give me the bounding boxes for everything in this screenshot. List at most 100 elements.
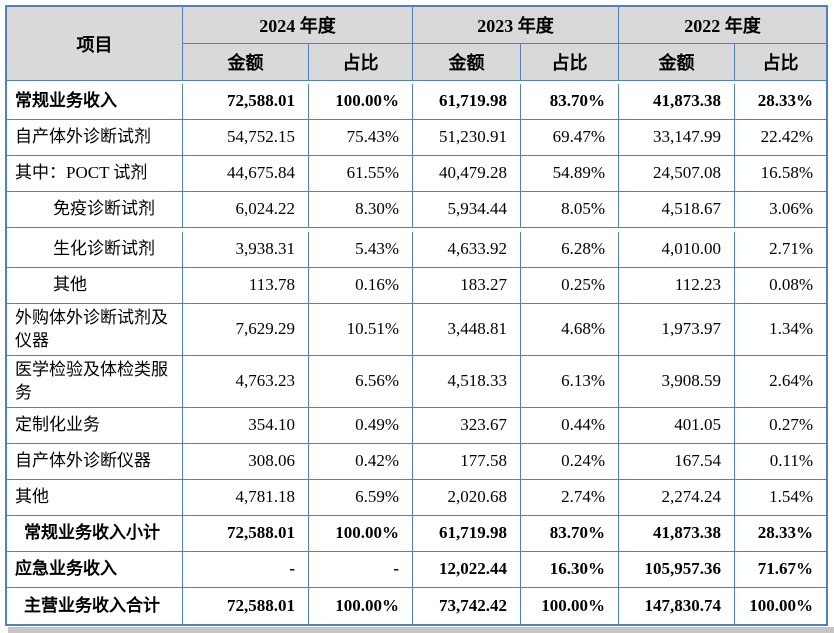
amount-cell-2024: 72,588.01 [183, 516, 309, 552]
amount-cell-2023: 4,518.33 [413, 356, 521, 408]
ratio-cell-2024: 0.42% [309, 444, 413, 480]
ratio-cell-2022: 1.54% [735, 480, 826, 516]
ratio-cell-2023: 6.13% [521, 356, 619, 408]
amount-cell-2024: 308.06 [183, 444, 309, 480]
ratio-cell-2024: 5.43% [309, 232, 413, 268]
table-row: 免疫诊断试剂 6,024.22 8.30% 5,934.44 8.05% 4,5… [7, 192, 826, 228]
ratio-cell-2022: 2.64% [735, 356, 826, 408]
amount-cell-2023: 73,742.42 [413, 588, 521, 624]
ratio-cell-2023: 83.70% [521, 84, 619, 120]
row-label-cell: 免疫诊断试剂 [7, 192, 183, 228]
amount-cell-2023: 3,448.81 [413, 304, 521, 356]
revenue-breakdown-table: 项目 2024 年度 2023 年度 2022 年度 金额 占比 金额 占比 金… [5, 5, 828, 626]
ratio-cell-2023: 2.74% [521, 480, 619, 516]
item-column-header: 项目 [7, 7, 183, 80]
ratio-cell-2022: 16.58% [735, 156, 826, 192]
ratio-cell-2024: 61.55% [309, 156, 413, 192]
ratio-cell-2022: 3.06% [735, 192, 826, 228]
amount-subheader-2022: 金额 [619, 44, 735, 80]
year-header-2023: 2023 年度 [413, 7, 619, 44]
ratio-cell-2024: 100.00% [309, 84, 413, 120]
page-break-gap [7, 228, 826, 232]
table-row: 其他 113.78 0.16% 183.27 0.25% 112.23 0.08… [7, 268, 826, 304]
amount-cell-2023: 40,479.28 [413, 156, 521, 192]
ratio-cell-2024: 6.59% [309, 480, 413, 516]
row-label-cell: 其中：POCT 试剂 [7, 156, 183, 192]
amount-cell-2022: 401.05 [619, 408, 735, 444]
ratio-cell-2023: 0.24% [521, 444, 619, 480]
ratio-cell-2024: 6.56% [309, 356, 413, 408]
table-row: 定制化业务 354.10 0.49% 323.67 0.44% 401.05 0… [7, 408, 826, 444]
row-label-cell: 其他 [7, 268, 183, 304]
amount-cell-2023: 5,934.44 [413, 192, 521, 228]
ratio-cell-2024: 100.00% [309, 516, 413, 552]
ratio-cell-2023: 16.30% [521, 552, 619, 588]
row-label-cell: 其他 [7, 480, 183, 516]
amount-cell-2022: 33,147.99 [619, 120, 735, 156]
table-row: 应急业务收入 - - 12,022.44 16.30% 105,957.36 7… [7, 552, 826, 588]
row-label-cell: 常规业务收入 [7, 84, 183, 120]
bottom-shadow [8, 627, 834, 633]
ratio-cell-2024: 75.43% [309, 120, 413, 156]
amount-cell-2024: 44,675.84 [183, 156, 309, 192]
ratio-cell-2022: 0.11% [735, 444, 826, 480]
amount-cell-2023: 177.58 [413, 444, 521, 480]
ratio-cell-2022: 28.33% [735, 516, 826, 552]
amount-cell-2022: 41,873.38 [619, 516, 735, 552]
table-row: 医学检验及体检类服务 4,763.23 6.56% 4,518.33 6.13%… [7, 356, 826, 408]
amount-subheader-2024: 金额 [183, 44, 309, 80]
amount-cell-2024: 54,752.15 [183, 120, 309, 156]
row-label-cell: 外购体外诊断试剂及仪器 [7, 304, 183, 356]
amount-cell-2022: 167.54 [619, 444, 735, 480]
amount-cell-2022: 4,010.00 [619, 232, 735, 268]
table-row: 其他 4,781.18 6.59% 2,020.68 2.74% 2,274.2… [7, 480, 826, 516]
amount-cell-2023: 12,022.44 [413, 552, 521, 588]
ratio-cell-2022: 22.42% [735, 120, 826, 156]
table-row: 外购体外诊断试剂及仪器 7,629.29 10.51% 3,448.81 4.6… [7, 304, 826, 356]
amount-cell-2024: 4,763.23 [183, 356, 309, 408]
ratio-cell-2022: 71.67% [735, 552, 826, 588]
table-row: 生化诊断试剂 3,938.31 5.43% 4,633.92 6.28% 4,0… [7, 232, 826, 268]
table-row: 主营业务收入合计 72,588.01 100.00% 73,742.42 100… [7, 588, 826, 624]
row-label-cell: 自产体外诊断试剂 [7, 120, 183, 156]
row-label-cell: 生化诊断试剂 [7, 232, 183, 268]
amount-cell-2022: 105,957.36 [619, 552, 735, 588]
ratio-cell-2023: 54.89% [521, 156, 619, 192]
ratio-cell-2024: 8.30% [309, 192, 413, 228]
amount-cell-2023: 4,633.92 [413, 232, 521, 268]
amount-cell-2023: 61,719.98 [413, 84, 521, 120]
amount-cell-2022: 112.23 [619, 268, 735, 304]
ratio-cell-2023: 100.00% [521, 588, 619, 624]
amount-cell-2022: 24,507.08 [619, 156, 735, 192]
table-row: 其中：POCT 试剂 44,675.84 61.55% 40,479.28 54… [7, 156, 826, 192]
amount-cell-2024: 3,938.31 [183, 232, 309, 268]
amount-cell-2024: 113.78 [183, 268, 309, 304]
ratio-cell-2022: 0.08% [735, 268, 826, 304]
year-header-2024: 2024 年度 [183, 7, 413, 44]
ratio-cell-2022: 28.33% [735, 84, 826, 120]
amount-cell-2024: 7,629.29 [183, 304, 309, 356]
table-row: 常规业务收入 72,588.01 100.00% 61,719.98 83.70… [7, 84, 826, 120]
amount-cell-2023: 323.67 [413, 408, 521, 444]
ratio-cell-2024: - [309, 552, 413, 588]
row-label-cell: 自产体外诊断仪器 [7, 444, 183, 480]
ratio-cell-2022: 1.34% [735, 304, 826, 356]
table-row: 自产体外诊断试剂 54,752.15 75.43% 51,230.91 69.4… [7, 120, 826, 156]
table-header: 项目 2024 年度 2023 年度 2022 年度 金额 占比 金额 占比 金… [7, 7, 826, 81]
amount-cell-2022: 41,873.38 [619, 84, 735, 120]
ratio-cell-2024: 0.16% [309, 268, 413, 304]
ratio-cell-2023: 0.25% [521, 268, 619, 304]
amount-cell-2024: 72,588.01 [183, 84, 309, 120]
amount-cell-2024: - [183, 552, 309, 588]
row-label-cell: 定制化业务 [7, 408, 183, 444]
table-body: 常规业务收入 72,588.01 100.00% 61,719.98 83.70… [7, 84, 826, 624]
table-row: 自产体外诊断仪器 308.06 0.42% 177.58 0.24% 167.5… [7, 444, 826, 480]
ratio-subheader-2023: 占比 [521, 44, 619, 80]
amount-cell-2024: 354.10 [183, 408, 309, 444]
amount-cell-2024: 72,588.01 [183, 588, 309, 624]
amount-cell-2022: 2,274.24 [619, 480, 735, 516]
ratio-cell-2022: 0.27% [735, 408, 826, 444]
year-header-2022: 2022 年度 [619, 7, 826, 44]
ratio-cell-2024: 10.51% [309, 304, 413, 356]
row-label-cell: 医学检验及体检类服务 [7, 356, 183, 408]
